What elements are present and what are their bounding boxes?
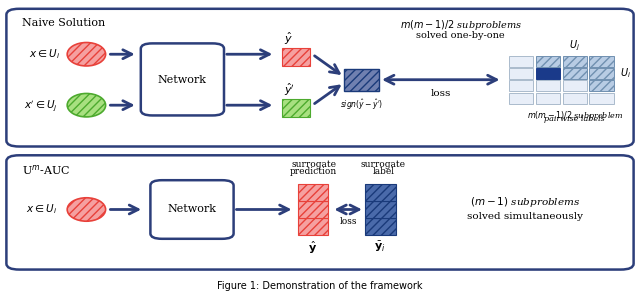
FancyBboxPatch shape [150, 180, 234, 239]
Text: $\hat{y}'$: $\hat{y}'$ [284, 81, 295, 98]
Text: pairwise labels: pairwise labels [545, 115, 605, 123]
Text: label: label [372, 167, 394, 176]
Text: prediction: prediction [290, 167, 337, 176]
Text: solved simultaneously: solved simultaneously [467, 212, 583, 221]
Bar [589, 68, 614, 79]
Bar [563, 93, 587, 104]
Bar [536, 80, 560, 91]
Bar [509, 68, 533, 79]
Bar [563, 68, 587, 79]
Ellipse shape [67, 42, 106, 66]
Bar [365, 202, 396, 217]
Text: $(m-1)$ subproblems: $(m-1)$ subproblems [470, 195, 580, 209]
Bar [536, 93, 560, 104]
Text: $x \in U_i$: $x \in U_i$ [26, 202, 57, 217]
Bar [509, 80, 533, 91]
Bar [344, 69, 380, 91]
Text: Figure 1: Demonstration of the framework: Figure 1: Demonstration of the framework [217, 281, 423, 291]
Bar [298, 185, 328, 200]
Text: loss: loss [339, 217, 357, 226]
Text: $x' \in U_j$: $x' \in U_j$ [24, 98, 58, 113]
Text: Naive Solution: Naive Solution [22, 18, 106, 28]
FancyBboxPatch shape [141, 43, 224, 115]
Text: $U_i$: $U_i$ [620, 67, 630, 81]
Bar [589, 56, 614, 67]
Text: Network: Network [168, 205, 216, 214]
Bar [563, 80, 587, 91]
Ellipse shape [67, 198, 106, 221]
Bar [509, 93, 533, 104]
Bar [536, 68, 560, 79]
Text: Network: Network [158, 75, 207, 85]
Bar [365, 219, 396, 234]
Bar [589, 80, 614, 91]
Text: $\bar{\mathbf{y}}_i$: $\bar{\mathbf{y}}_i$ [374, 240, 386, 254]
Bar [509, 56, 533, 67]
Text: surrogate: surrogate [361, 160, 406, 169]
Text: U$^m$-AUC: U$^m$-AUC [22, 163, 71, 177]
Text: surrogate: surrogate [291, 160, 336, 169]
Bar [298, 219, 328, 234]
Bar [282, 99, 310, 117]
FancyBboxPatch shape [6, 155, 634, 270]
Bar [563, 56, 587, 67]
Text: $\hat{y}$: $\hat{y}$ [284, 30, 293, 47]
Bar [589, 93, 614, 104]
Bar [365, 185, 396, 200]
Bar [536, 56, 560, 67]
Text: $U_j$: $U_j$ [569, 39, 580, 53]
Text: solved one-by-one: solved one-by-one [417, 31, 505, 40]
Text: loss: loss [431, 88, 451, 98]
FancyBboxPatch shape [6, 9, 634, 146]
Text: $m(m-1)/2$ subproblem: $m(m-1)/2$ subproblem [527, 109, 623, 122]
Text: $x \in U_i$: $x \in U_i$ [29, 47, 60, 61]
Bar [298, 202, 328, 217]
Text: $sign(\hat{y}-\hat{y}^\prime)$: $sign(\hat{y}-\hat{y}^\prime)$ [340, 97, 383, 112]
Bar [282, 48, 310, 66]
Text: $\hat{\mathbf{y}}$: $\hat{\mathbf{y}}$ [308, 240, 317, 256]
Ellipse shape [67, 93, 106, 117]
Text: $m(m-1)/2$ subproblems: $m(m-1)/2$ subproblems [399, 18, 522, 32]
